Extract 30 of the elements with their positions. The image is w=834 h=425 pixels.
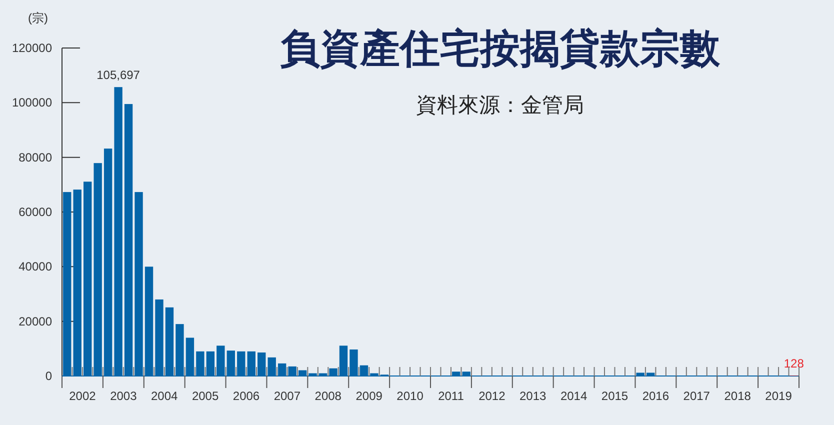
x-tick-label: 2016	[642, 389, 670, 403]
x-tick-label: 2018	[724, 389, 752, 403]
x-tick-label: 2019	[765, 389, 792, 403]
data-label: 128	[784, 356, 804, 371]
x-tick-label: 2003	[110, 389, 138, 403]
y-tick-label: 80000	[18, 150, 52, 164]
x-tick-label: 2008	[314, 389, 342, 403]
x-tick-label: 2007	[274, 389, 301, 403]
x-tick-label: 2013	[520, 389, 547, 403]
x-tick-label: 2005	[192, 389, 219, 403]
y-tick-label: 20000	[18, 314, 52, 328]
x-tick-label: 2015	[601, 389, 628, 403]
x-tick-label: 2017	[683, 389, 710, 403]
x-tick-label: 2009	[356, 389, 383, 403]
chart-title: 負資產住宅按揭貸款宗數	[280, 26, 721, 71]
text: 資料來源：金管局	[416, 94, 584, 117]
x-tick-label: 2004	[151, 389, 178, 403]
y-tick-label: 120000	[12, 41, 52, 55]
x-tick-label: 2006	[232, 389, 260, 403]
y-tick-label: 60000	[18, 205, 52, 219]
x-tick-label: 2012	[478, 389, 506, 403]
x-tick-label: 2011	[438, 389, 464, 403]
x-tick-label: 2002	[69, 389, 96, 403]
x-tick-label: 2014	[560, 389, 588, 403]
y-tick-label: 100000	[12, 96, 52, 110]
data-label: 105,697	[96, 68, 140, 82]
x-tick-label: 2010	[396, 389, 424, 403]
y-tick-label: 0	[45, 369, 52, 383]
y-tick-label: 40000	[18, 260, 52, 274]
y-axis-title: (宗)	[28, 11, 48, 25]
